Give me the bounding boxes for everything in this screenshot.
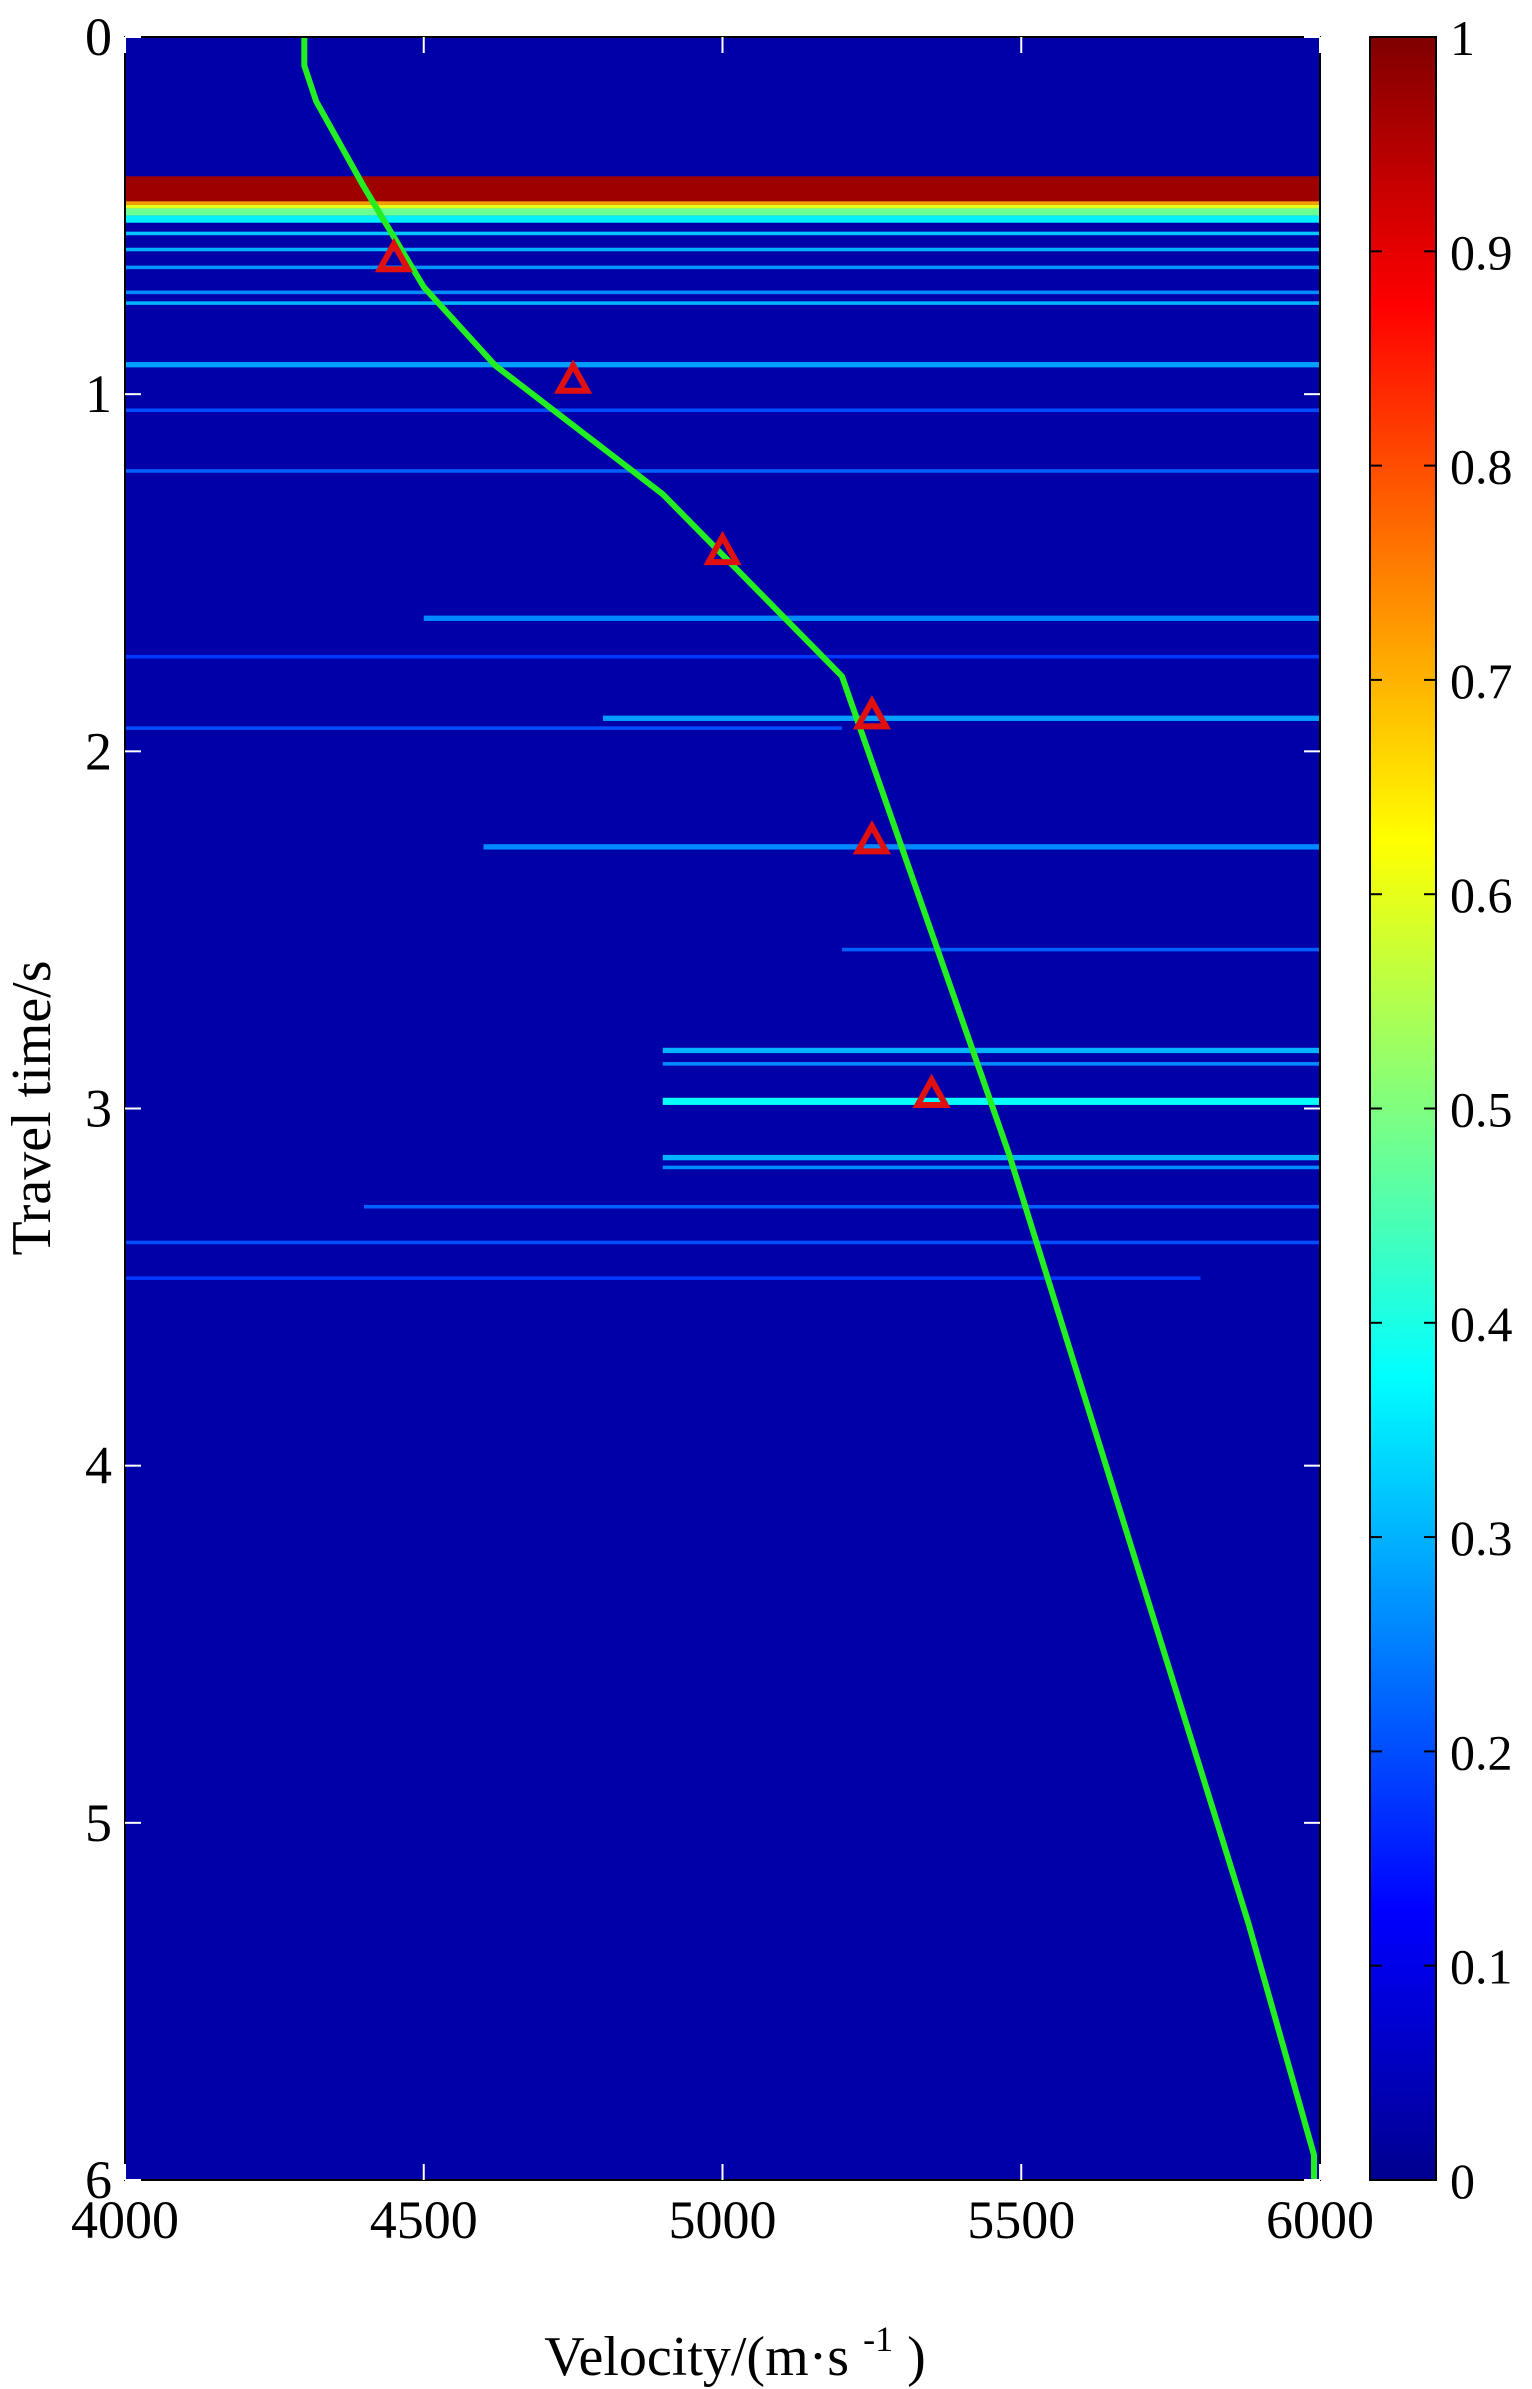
picked-point-marker: [374, 237, 413, 273]
x-axis-label-suffix: ): [907, 2326, 926, 2388]
picked-point-marker: [852, 695, 891, 730]
colorbar-tick-label: 0.4: [1450, 1296, 1513, 1352]
heatmap-band-8: [125, 290, 1320, 295]
x-axis-label-superscript: -1: [863, 2319, 893, 2359]
heatmap-band-26: [125, 1276, 1201, 1280]
colorbar-tick-label: 0.6: [1450, 867, 1513, 923]
colorbar-ticks: [1370, 36, 1436, 2181]
heatmap-band-22: [662, 1154, 1320, 1161]
y-tick-label: 5: [85, 1793, 112, 1853]
heatmap-band-7: [125, 265, 1320, 270]
y-tick-label: 4: [85, 1436, 112, 1496]
x-tick-label: 4000: [71, 2190, 179, 2250]
x-tick-label: 4500: [370, 2190, 478, 2250]
colorbar-tick-label: 0.9: [1450, 224, 1513, 280]
picked-point-marker: [912, 1073, 951, 1108]
heatmap-band-12: [125, 469, 1320, 473]
heatmap-background: [125, 37, 1320, 2180]
heatmap-band-2: [125, 204, 1320, 209]
colorbar-tick-label: 0.3: [1450, 1510, 1513, 1566]
heatmap-band-3: [125, 208, 1320, 216]
heatmap-band-24: [364, 1204, 1320, 1209]
heatmap-band-9: [125, 301, 1320, 305]
heatmap-band-11: [125, 408, 1320, 413]
velocity-curve-line: [301, 37, 1317, 2180]
colorbar-tick-label: 0.7: [1450, 653, 1513, 709]
colorbar-tick-label: 0.2: [1450, 1724, 1513, 1780]
colorbar-tick-label: 1: [1450, 10, 1475, 66]
heatmap-band-19: [662, 1047, 1320, 1054]
y-tick-label: 6: [85, 2150, 112, 2210]
x-tick-label: 5000: [669, 2190, 777, 2250]
heatmap-band-5: [125, 231, 1320, 236]
heatmap-band-23: [662, 1165, 1320, 1170]
heatmap-band-0: [125, 176, 1320, 202]
heatmap-band-1: [125, 201, 1320, 205]
heatmap-band-14: [125, 654, 1320, 659]
picked-point-marker: [554, 359, 593, 394]
x-axis-label: Velocity/(m·s -1 ): [544, 2302, 925, 2388]
x-tick-label: 6000: [1266, 2190, 1374, 2250]
colorbar-tick-labels: 0 0.1 0.2 0.3 0.4 0.5 0.6 0.7 0.8 0.9 1: [1450, 10, 1513, 2209]
heatmap-band-10: [125, 362, 1320, 368]
picked-point-marker: [703, 530, 742, 566]
heatmap-band-4: [125, 215, 1320, 223]
picked-points: [374, 237, 951, 1108]
heatmap-band-20: [662, 1062, 1320, 1066]
heatmap-band-15: [603, 715, 1320, 721]
y-tick-label: 3: [85, 1079, 112, 1139]
heatmap-band-6: [125, 247, 1320, 252]
y-tick-label: 0: [85, 7, 112, 67]
x-tick-label: 5500: [967, 2190, 1075, 2250]
colorbar-tick-label: 0: [1450, 2153, 1475, 2209]
heatmap-band-13: [423, 615, 1320, 621]
series-layer: [301, 37, 1317, 2180]
y-tick-label: 2: [85, 721, 112, 781]
y-tick-labels: 0 1 2 3 4 5 6: [85, 7, 112, 2210]
x-axis-label-main: Velocity/(m·s: [544, 2326, 849, 2388]
plot-area: 4000 4500 5000 5500 6000 0 1 2 3 4 5 6: [71, 7, 1374, 2250]
colorbar-tick-label: 0.5: [1450, 1082, 1513, 1138]
colorbar: 0 0.1 0.2 0.3 0.4 0.5 0.6 0.7 0.8 0.9 1: [1369, 10, 1513, 2209]
picked-point-marker: [852, 820, 891, 855]
x-tick-labels: 4000 4500 5000 5500 6000: [71, 2190, 1374, 2250]
y-tick-label: 1: [85, 364, 112, 424]
heatmap-band-25: [125, 1240, 1320, 1245]
heatmap-band-18: [842, 947, 1320, 952]
heatmap-band-16: [125, 726, 842, 730]
colorbar-tick-label: 0.8: [1450, 439, 1513, 495]
colorbar-tick-label: 0.1: [1450, 1939, 1513, 1995]
axis-ticks: [124, 36, 1321, 2181]
y-axis-label: Travel time/s: [1, 960, 63, 1255]
